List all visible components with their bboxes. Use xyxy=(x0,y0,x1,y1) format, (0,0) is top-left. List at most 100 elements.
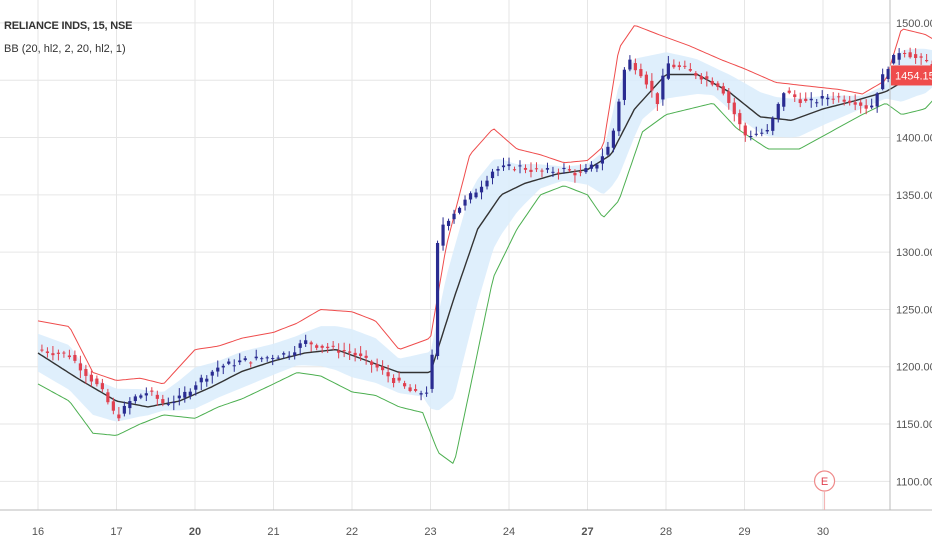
candle-body xyxy=(78,363,82,371)
candle-body xyxy=(672,64,676,68)
candle-body xyxy=(468,193,473,200)
basis-line xyxy=(37,66,932,408)
candle-body xyxy=(754,133,758,135)
candle-body xyxy=(232,365,236,367)
candle-body xyxy=(782,93,786,107)
candle-body xyxy=(886,68,890,79)
candle-body xyxy=(304,340,308,344)
candle-body xyxy=(716,83,720,87)
candle-body xyxy=(881,74,885,90)
candle-body xyxy=(474,192,478,198)
earnings-marker[interactable]: E xyxy=(813,470,836,510)
last-price-label: 1454.15 xyxy=(895,70,932,82)
candle-body xyxy=(694,73,698,76)
candle-body xyxy=(496,168,500,171)
candle-body xyxy=(534,168,539,170)
candle-body xyxy=(271,358,275,360)
band-fill-shape xyxy=(38,48,932,422)
candle-body xyxy=(188,391,192,396)
candle-body xyxy=(364,355,368,358)
candle-body xyxy=(45,351,50,354)
candle-body xyxy=(925,59,929,62)
candle-body xyxy=(265,357,269,359)
candle-body xyxy=(721,86,725,94)
candle-body xyxy=(485,180,489,187)
candle-body xyxy=(908,52,912,58)
candle-body xyxy=(578,171,583,173)
time-axis[interactable]: 16 17 20 21 22 23 24 27 28 29 30 xyxy=(32,526,829,538)
candle-body xyxy=(331,345,335,347)
y-tick-label: 1250.00 xyxy=(896,304,932,316)
candle-body xyxy=(622,69,626,100)
candle-body xyxy=(479,186,484,193)
candle-body xyxy=(611,130,616,148)
candle-body xyxy=(287,355,291,357)
symbol-title: RELIANCE INDS, 15, NSE xyxy=(4,20,133,32)
candle-body xyxy=(617,101,621,132)
candle-body xyxy=(342,350,346,352)
candle-body xyxy=(402,383,407,387)
candle-body xyxy=(897,53,901,60)
y-tick-label: 1150.00 xyxy=(896,419,932,431)
candle-body xyxy=(760,132,764,134)
candle-body xyxy=(413,389,418,391)
candle-body xyxy=(875,93,879,107)
candle-body xyxy=(183,391,187,398)
candle-body xyxy=(100,383,104,390)
x-tick-label: 22 xyxy=(346,526,358,538)
candle-body xyxy=(633,63,637,71)
x-tick-label: 24 xyxy=(503,526,515,538)
candle-body xyxy=(95,378,99,385)
y-tick-label: 1350.00 xyxy=(896,190,932,202)
candle-body xyxy=(518,165,522,167)
candle-body xyxy=(419,393,423,395)
candle-body xyxy=(699,75,703,80)
candle-body xyxy=(683,65,687,67)
candle-body xyxy=(463,199,467,206)
candle-body xyxy=(551,171,555,173)
candle-body xyxy=(727,91,731,103)
candle-body xyxy=(545,168,550,170)
candle-body xyxy=(117,414,121,419)
candle-body xyxy=(166,403,170,405)
candle-body xyxy=(293,352,297,356)
candle-body xyxy=(392,377,396,384)
candle-body xyxy=(111,401,115,411)
upper-band-line xyxy=(37,25,932,384)
price-axis[interactable]: 1500.001450.001400.001350.001300.001250.… xyxy=(891,18,932,488)
lower-band-line xyxy=(37,100,932,464)
band-fill-area xyxy=(38,48,932,422)
candle-body xyxy=(771,118,775,131)
candle-body xyxy=(457,207,462,213)
candle-body xyxy=(628,59,632,70)
candle-body xyxy=(787,90,791,93)
candle-body xyxy=(540,170,544,172)
indicator-legend[interactable]: BB (20, hl2, 2, 20, hl2, 1) xyxy=(4,43,126,55)
candle-body xyxy=(106,392,110,403)
candle-body xyxy=(282,353,286,355)
x-tick-label: 21 xyxy=(267,526,279,538)
candle-body xyxy=(424,392,429,394)
x-tick-label: 30 xyxy=(817,526,829,538)
candle-body xyxy=(320,345,324,348)
x-tick-label: 27 xyxy=(581,526,593,538)
candle-body xyxy=(666,63,670,79)
candle-body xyxy=(150,390,154,392)
candle-body xyxy=(930,64,932,67)
candlesticks xyxy=(40,47,932,422)
candle-body xyxy=(853,102,857,105)
candle-body xyxy=(353,352,357,356)
candle-body xyxy=(738,113,742,125)
candle-body xyxy=(688,69,692,71)
last-price-tag xyxy=(891,65,932,86)
y-tick-label: 1500.00 xyxy=(896,18,932,30)
candle-body xyxy=(254,356,258,359)
candle-body xyxy=(430,354,434,389)
candle-body xyxy=(386,372,390,377)
candle-body xyxy=(529,169,533,172)
candle-body xyxy=(238,360,242,363)
candle-body xyxy=(446,220,451,226)
earnings-marker-label: E xyxy=(821,476,828,488)
candle-body xyxy=(743,125,747,136)
